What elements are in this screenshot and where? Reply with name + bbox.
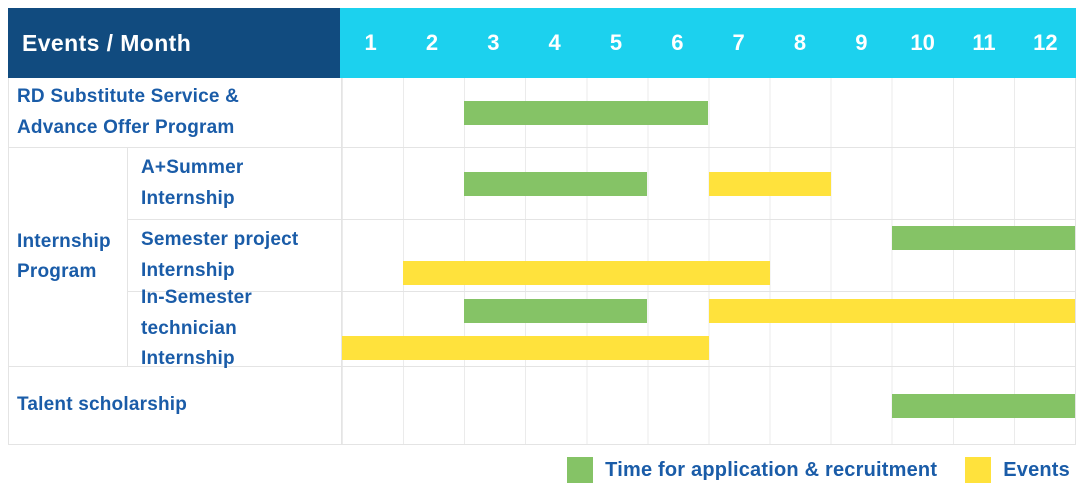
row-talent-scholarship: Talent scholarship [9, 366, 1075, 444]
month-header-cell: 4 [548, 30, 561, 55]
month-header-cell: 2 [425, 30, 439, 55]
month-header-cell: 5 [609, 30, 623, 55]
application-bar [891, 225, 1075, 250]
row-label: A+Summer Internship [128, 148, 341, 219]
group-label-line: Program [17, 261, 97, 282]
row-rd-substitute-service: RD Substitute Service & Advance Offer Pr… [9, 78, 1075, 147]
row-label: Talent scholarship [9, 367, 341, 444]
timeline-semester-project-internship [341, 220, 1075, 291]
row-group-internship-program: Internship Program A+Summer Internship S… [9, 147, 1075, 369]
timeline-lane [342, 220, 1075, 256]
row-in-semester-technician-internship: In-Semester technician Internship [128, 287, 1075, 369]
timeline-rd-substitute-service [341, 78, 1075, 147]
header-corner-cell: Events / Month [8, 8, 340, 78]
row-label: RD Substitute Service & Advance Offer Pr… [9, 78, 341, 147]
application-bar [464, 298, 648, 323]
legend-item-application: Time for application & recruitment [567, 457, 937, 483]
row-label: In-Semester technician Internship [128, 287, 341, 369]
timeline-lane [342, 329, 1075, 366]
row-label: Semester project Internship [128, 220, 341, 291]
legend: Time for application & recruitment Event… [567, 457, 1070, 483]
month-header-cell: 9 [855, 30, 868, 55]
row-label-line: A+Summer [141, 157, 244, 179]
green-swatch-icon [567, 457, 594, 483]
events-bar [403, 261, 770, 286]
events-bar [342, 335, 709, 360]
events-bar [708, 171, 831, 196]
timeline-lane [342, 367, 1075, 444]
yellow-swatch-icon [965, 457, 992, 483]
month-header-cell: 8 [793, 30, 807, 55]
timeline-in-semester-technician-internship [341, 292, 1075, 366]
month-header-cell: 6 [671, 30, 684, 55]
timeline-lane [342, 148, 1075, 219]
month-header-cell: 1 [364, 30, 377, 55]
row-label-line: Talent scholarship [17, 394, 188, 416]
corner-label: Events / Month [22, 29, 192, 56]
timeline-talent-scholarship [341, 367, 1075, 444]
legend-label: Time for application & recruitment [605, 458, 938, 481]
schedule-gantt-table: Events / Month 1 2 3 4 5 6 7 8 9 10 11 1… [8, 8, 1076, 445]
row-semester-project-internship: Semester project Internship [128, 219, 1075, 291]
legend-label: Events [1003, 458, 1070, 481]
row-label-line: RD Substitute Service & [17, 86, 240, 108]
month-header-cell: 3 [487, 30, 500, 55]
events-bar [708, 298, 1075, 323]
timeline-lane [342, 256, 1075, 292]
row-label-line: In-Semester [141, 287, 252, 309]
group-label-line: Internship [17, 230, 111, 252]
legend-item-events: Events [965, 457, 1070, 483]
timeline-a-plus-summer-internship [341, 148, 1075, 219]
application-bar [464, 171, 648, 196]
month-header-row: 1 2 3 4 5 6 7 8 9 10 11 12 [340, 8, 1076, 78]
row-a-plus-summer-internship: A+Summer Internship [128, 148, 1075, 219]
internship-subrows: A+Summer Internship Semester project Int… [128, 148, 1075, 369]
month-header-cell: 11 [972, 30, 996, 55]
group-label: Internship Program [9, 148, 128, 366]
row-label-line: technician Internship [141, 317, 237, 370]
timeline-lane [342, 292, 1075, 329]
application-bar [891, 393, 1075, 418]
row-label-line: Internship [141, 187, 235, 209]
month-header-cell: 10 [910, 30, 935, 55]
timeline-lane [342, 78, 1075, 147]
row-label-line: Advance Offer Program [17, 116, 235, 138]
month-header-cell: 12 [1033, 30, 1058, 55]
table-body: RD Substitute Service & Advance Offer Pr… [8, 78, 1076, 445]
row-label-line: Semester project [141, 229, 299, 251]
month-header-cell: 7 [732, 30, 745, 55]
application-bar [464, 100, 709, 125]
table-header-row: Events / Month 1 2 3 4 5 6 7 8 9 10 11 1… [8, 8, 1076, 78]
row-label-line: Internship [141, 259, 235, 281]
